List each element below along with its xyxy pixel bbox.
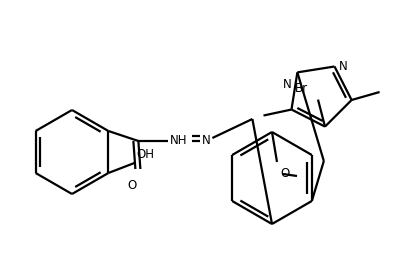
Text: O: O xyxy=(128,179,137,192)
Text: O: O xyxy=(280,167,289,180)
Text: N: N xyxy=(283,78,291,92)
Text: OH: OH xyxy=(137,148,154,161)
Text: N: N xyxy=(202,135,211,148)
Text: N: N xyxy=(339,60,347,73)
Text: NH: NH xyxy=(170,135,188,148)
Text: Br: Br xyxy=(295,82,308,95)
